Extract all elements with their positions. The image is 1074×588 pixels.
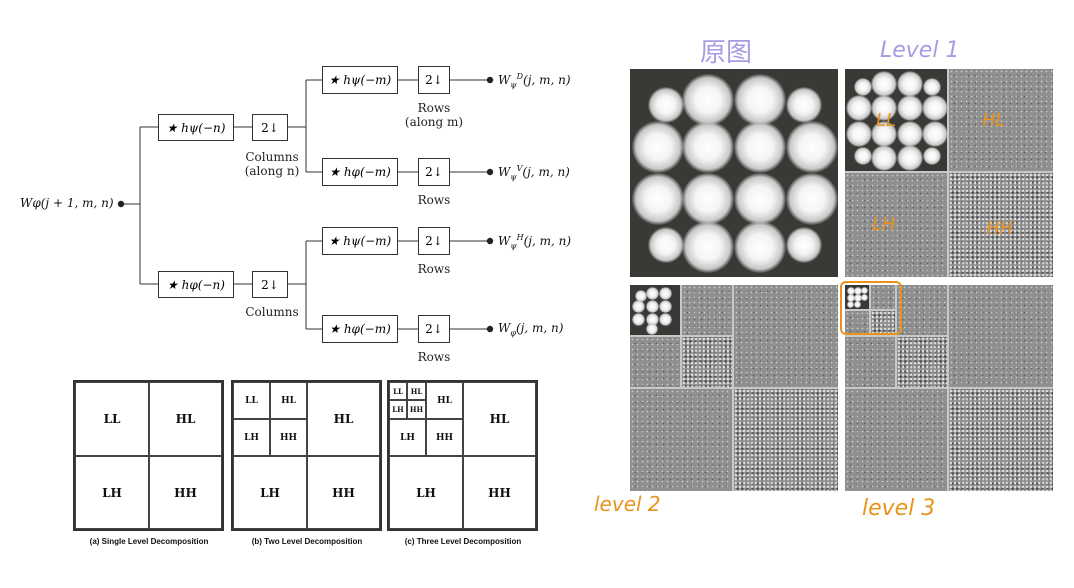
- level-3-hl1: [949, 285, 1053, 387]
- label-level-3: level 3: [862, 496, 936, 521]
- input-signal-label: Wφ(j + 1, m, n): [20, 196, 114, 210]
- single-level-decomposition: LL HL LH HH: [73, 380, 224, 531]
- rows-label-2: Rows: [417, 193, 451, 207]
- filter-bank-connectors: [117, 76, 494, 333]
- output-approximation-coef: Wφ(j, m, n): [498, 321, 564, 338]
- level-2-ll: [630, 285, 680, 335]
- level-2-hh: [682, 337, 732, 387]
- rows-label-3: Rows: [417, 262, 451, 276]
- quadrant-hh-3: HH: [407, 400, 426, 419]
- level-3-lh1: [845, 389, 947, 491]
- caption-two-level: (b) Two Level Decomposition: [251, 537, 363, 546]
- level-2-lh: [630, 337, 680, 387]
- two-level-decomposition: LL HL LH HH HL LH HH: [231, 380, 382, 531]
- level-2-hl1: [734, 285, 838, 387]
- column-downsampler-top: 2↓: [252, 114, 288, 141]
- label-level-2: level 2: [594, 492, 661, 516]
- quadrant-ll-2: LL: [233, 382, 270, 419]
- level-3-ll: [845, 285, 869, 309]
- level-3-hh1: [949, 389, 1053, 491]
- quadrant-lh-3: LH: [389, 400, 407, 419]
- quadrant-hl-1: HL: [307, 382, 380, 456]
- row-downsampler-2: 2↓: [418, 158, 450, 186]
- level-1-hl: [949, 69, 1053, 171]
- row-filter-4: ★ hφ(−m): [322, 315, 398, 343]
- output-node-v: [486, 168, 494, 176]
- level-1-lh: [845, 173, 947, 277]
- level-1-image: [845, 69, 1053, 277]
- label-level-1: Level 1: [880, 38, 960, 63]
- columns-along-n-label: Columns (along n): [244, 150, 300, 178]
- quadrant-lh-2c: LH: [389, 419, 426, 456]
- row-filter-3: ★ hψ(−m): [322, 227, 398, 255]
- quadrant-ll-3: LL: [389, 382, 407, 400]
- level-3-hl2: [897, 285, 947, 335]
- column-filter-highpass: ★ hψ(−n): [158, 114, 234, 141]
- rows-label-4: Rows: [417, 350, 451, 364]
- quadrant-hh-1: HH: [307, 456, 380, 529]
- output-horizontal-coef: WψH(j, m, n): [498, 233, 572, 251]
- row-filter-2: ★ hφ(−m): [322, 158, 398, 186]
- quadrant-hl-3: HL: [407, 382, 426, 400]
- level-2-image: [630, 285, 838, 491]
- level-3-lh: [845, 311, 869, 335]
- quadrant-hl-2: HL: [270, 382, 307, 419]
- quadrant-lh-2: LH: [233, 419, 270, 456]
- row-downsampler-1: 2↓: [418, 66, 450, 94]
- level-2-hl: [682, 285, 732, 335]
- row-filter-1: ★ hψ(−m): [322, 66, 398, 94]
- output-node-h: [486, 237, 494, 245]
- annotation-hh: HH: [986, 218, 1014, 239]
- label-original: 原图: [700, 38, 753, 68]
- output-vertical-coef: WψV(j, m, n): [498, 164, 570, 182]
- output-node-a: [486, 325, 494, 333]
- annotation-hl: HL: [982, 110, 1006, 131]
- caption-three-level: (c) Three Level Decomposition: [404, 537, 522, 546]
- level-3-hh: [871, 311, 895, 335]
- output-node-d: [486, 76, 494, 84]
- level-3-highlight-box: [840, 281, 902, 335]
- quadrant-lh: LH: [75, 456, 149, 529]
- caption-single-level: (a) Single Level Decomposition: [89, 537, 209, 546]
- quadrant-hh-1c: HH: [463, 456, 536, 529]
- level-3-image: [845, 285, 1053, 491]
- level-3-hh2: [897, 337, 947, 387]
- output-diagonal-coef: WψD(j, m, n): [498, 72, 571, 90]
- columns-label: Columns: [245, 305, 299, 319]
- level-3-lh2: [845, 337, 895, 387]
- quadrant-hh-2c: HH: [426, 419, 463, 456]
- quadrant-lh-1c: LH: [389, 456, 463, 529]
- quadrant-hl-1c: HL: [463, 382, 536, 456]
- quadrant-lh-1: LH: [233, 456, 307, 529]
- row-downsampler-4: 2↓: [418, 315, 450, 343]
- quadrant-ll: LL: [75, 382, 149, 456]
- level-1-hh: [949, 173, 1053, 277]
- annotation-ll: LL: [876, 110, 897, 131]
- level-2-hh1: [734, 389, 838, 491]
- column-downsampler-bottom: 2↓: [252, 271, 288, 298]
- quadrant-hh-2: HH: [270, 419, 307, 456]
- level-3-hl: [871, 285, 895, 309]
- rows-along-m-label: Rows (along m): [404, 101, 464, 129]
- level-1-ll: [845, 69, 948, 171]
- quadrant-hl-2c: HL: [426, 382, 463, 419]
- input-node: [117, 200, 125, 208]
- column-filter-lowpass: ★ hφ(−n): [158, 271, 234, 298]
- level-2-lh1: [630, 389, 732, 491]
- quadrant-hl: HL: [149, 382, 222, 456]
- annotation-lh: LH: [872, 214, 896, 235]
- original-image: [630, 69, 838, 277]
- row-downsampler-3: 2↓: [418, 227, 450, 255]
- quadrant-hh: HH: [149, 456, 222, 529]
- three-level-decomposition: LL HL LH HH HL LH HH HL LH HH: [387, 380, 538, 531]
